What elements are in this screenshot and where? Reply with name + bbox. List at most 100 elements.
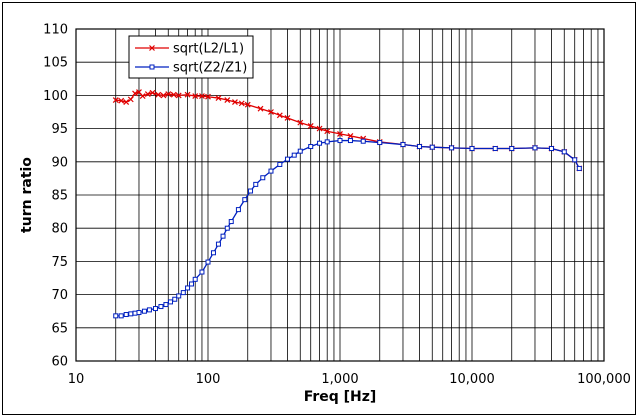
x-tick-label: 100,000 [577, 372, 631, 387]
y-axis-label: turn ratio [19, 157, 35, 233]
data-point [532, 145, 538, 151]
data-point [317, 140, 323, 146]
series-layer [112, 89, 583, 319]
x-marker-stroke [276, 112, 283, 119]
y-tick-label: 65 [51, 321, 68, 336]
data-point [307, 123, 314, 129]
square-marker [469, 146, 475, 152]
x-marker-stroke [192, 93, 199, 99]
square-marker [205, 259, 211, 265]
data-point [429, 144, 435, 150]
legend-entry-z2-z1: sqrt(Z2/Z1) [173, 61, 247, 76]
x-axis-label: Freq [Hz] [304, 389, 377, 405]
data-point [139, 93, 146, 99]
data-point [337, 138, 343, 144]
square-marker [572, 157, 578, 163]
chart-frame: 60 65 70 75 80 85 90 95 100 105 110 10 100 1,000 10,00… [2, 2, 636, 415]
square-marker [377, 140, 383, 146]
data-point [449, 145, 455, 151]
x-marker-stroke [112, 97, 119, 103]
data-point [253, 181, 259, 187]
square-marker [576, 165, 582, 171]
data-point [113, 313, 119, 319]
square-marker [429, 144, 435, 150]
series-z2-z1 [113, 138, 582, 319]
y-tick-label: 90 [51, 155, 68, 170]
square-marker [224, 225, 230, 231]
square-marker [337, 138, 343, 144]
square-marker [532, 145, 538, 151]
data-point [576, 165, 582, 171]
data-point [118, 313, 124, 319]
data-point [561, 149, 567, 155]
data-point [224, 225, 230, 231]
data-point [248, 188, 254, 194]
data-point [152, 306, 158, 312]
data-point [347, 132, 354, 139]
square-marker [268, 168, 274, 174]
square-marker [192, 276, 198, 282]
x-tick-label: 10,000 [449, 372, 495, 387]
legend-marker-square [149, 64, 155, 70]
data-point [127, 96, 134, 103]
x-marker-stroke [160, 92, 167, 99]
data-point [377, 140, 383, 146]
data-point [324, 128, 331, 135]
data-point [192, 93, 199, 99]
x-tick-label: 10 [68, 372, 85, 387]
data-point [548, 146, 554, 152]
square-marker [113, 313, 119, 319]
data-point [308, 144, 314, 150]
data-point [316, 125, 323, 132]
square-marker [416, 144, 422, 150]
data-point [149, 89, 156, 96]
data-point [132, 310, 138, 316]
x-marker-stroke [337, 130, 343, 137]
x-marker-stroke [139, 93, 146, 99]
data-point [572, 157, 578, 163]
square-marker [215, 241, 221, 247]
data-point [324, 139, 330, 145]
square-marker [284, 156, 290, 162]
y-tick-label: 80 [51, 222, 68, 237]
x-marker-stroke [144, 91, 151, 97]
square-marker [297, 148, 303, 154]
x-marker-stroke [205, 93, 211, 100]
data-point [205, 93, 211, 100]
x-marker-stroke [132, 90, 138, 97]
x-marker-stroke [284, 115, 291, 121]
square-marker [347, 138, 353, 144]
data-point [268, 109, 274, 115]
data-point [210, 250, 216, 256]
x-marker-stroke [224, 97, 231, 103]
square-marker [118, 313, 124, 319]
tick-labels: 60 65 70 75 80 85 90 95 100 105 110 10 100 1,000 10,00… [43, 23, 631, 388]
x-marker-stroke [257, 105, 264, 112]
data-point [160, 92, 167, 99]
data-point [199, 269, 205, 275]
x-marker-stroke [136, 89, 142, 96]
x-marker-stroke [238, 100, 245, 107]
data-point [128, 311, 134, 317]
x-marker-stroke [149, 45, 155, 51]
y-tick-label: 75 [51, 255, 68, 270]
data-point [297, 148, 303, 154]
data-point [165, 91, 172, 97]
data-point [123, 312, 129, 318]
square-marker [291, 152, 297, 158]
x-marker-stroke [215, 95, 222, 101]
square-marker [324, 139, 330, 145]
data-point [242, 197, 248, 203]
data-point [146, 307, 152, 313]
y-tick-label: 60 [51, 355, 68, 370]
square-marker [146, 307, 152, 313]
data-point [232, 99, 238, 105]
square-marker [317, 140, 323, 146]
square-marker [235, 207, 241, 213]
data-point [284, 156, 290, 162]
data-point [277, 161, 283, 167]
data-point [492, 146, 498, 152]
x-marker-stroke [232, 99, 238, 105]
data-point [337, 130, 343, 137]
data-point [224, 97, 231, 103]
